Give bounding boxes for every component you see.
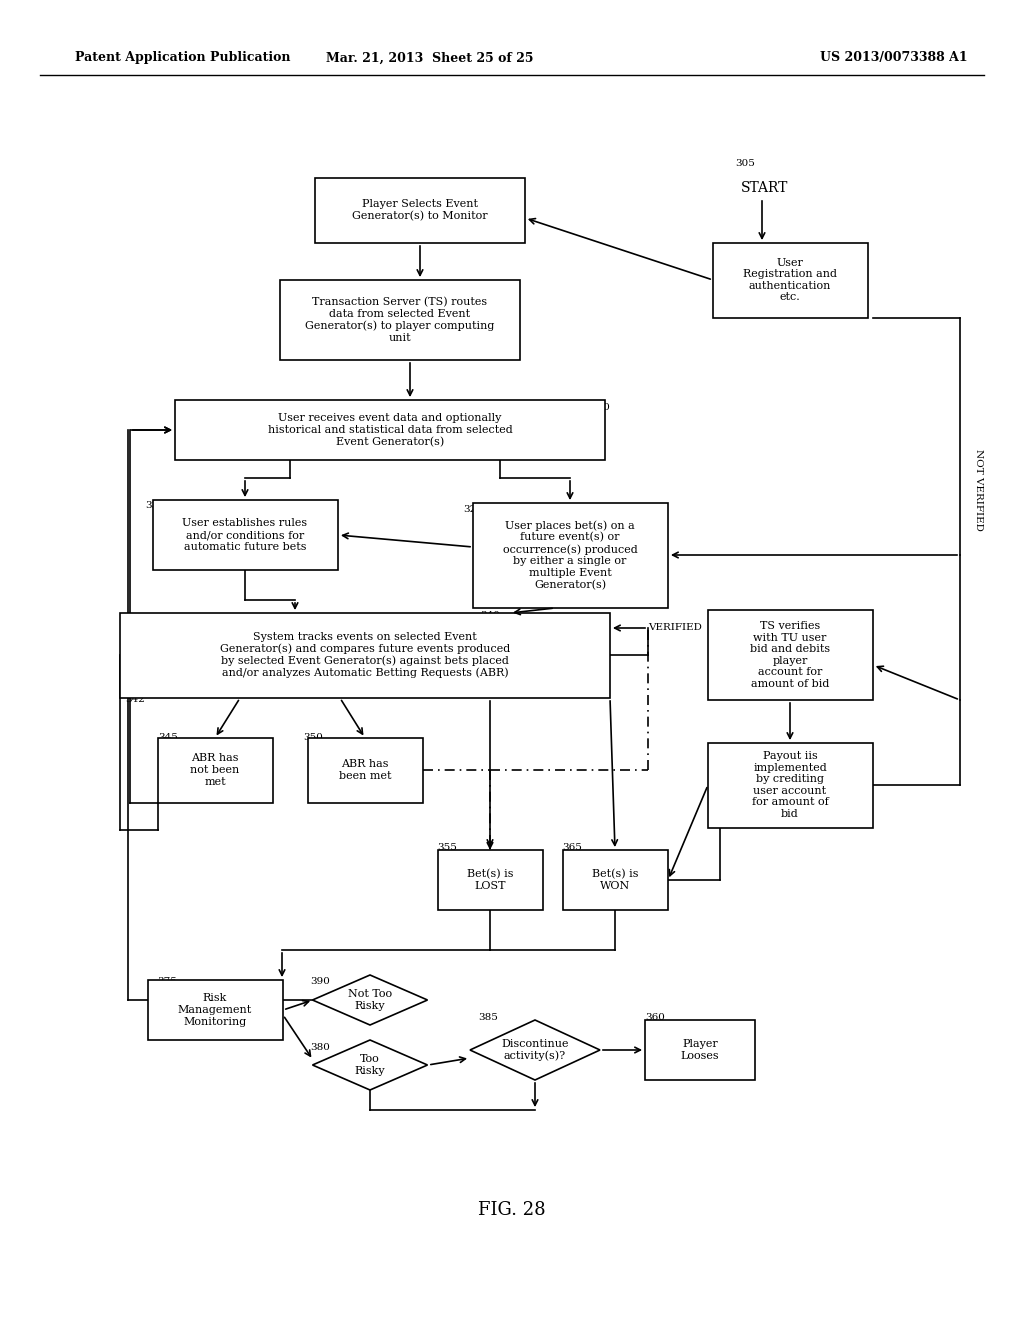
FancyBboxPatch shape: [708, 742, 872, 828]
Text: Mar. 21, 2013  Sheet 25 of 25: Mar. 21, 2013 Sheet 25 of 25: [327, 51, 534, 65]
Text: START: START: [741, 181, 788, 195]
FancyBboxPatch shape: [307, 738, 423, 803]
Text: 330: 330: [145, 500, 165, 510]
Text: ABR has
been met: ABR has been met: [339, 759, 391, 781]
Text: 345: 345: [158, 733, 178, 742]
Text: 320: 320: [590, 404, 610, 412]
Text: 380: 380: [310, 1044, 330, 1052]
Text: FIG. 28: FIG. 28: [478, 1201, 546, 1218]
Text: Patent Application Publication: Patent Application Publication: [75, 51, 291, 65]
Text: User receives event data and optionally
historical and statistical data from sel: User receives event data and optionally …: [267, 413, 512, 446]
Text: Transaction Server (TS) routes
data from selected Event
Generator(s) to player c: Transaction Server (TS) routes data from…: [305, 297, 495, 343]
Text: 325: 325: [463, 506, 483, 515]
FancyBboxPatch shape: [175, 400, 605, 459]
Text: 335: 335: [723, 610, 742, 619]
Polygon shape: [312, 1040, 427, 1090]
FancyBboxPatch shape: [562, 850, 668, 909]
Text: Not Too
Risky: Not Too Risky: [348, 989, 392, 1011]
FancyBboxPatch shape: [153, 500, 338, 570]
Polygon shape: [470, 1020, 600, 1080]
Text: 375: 375: [157, 978, 177, 986]
Text: User
Registration and
authentication
etc.: User Registration and authentication etc…: [743, 257, 837, 302]
Text: 310: 310: [332, 203, 352, 213]
FancyBboxPatch shape: [280, 280, 520, 360]
Text: NOT VERIFIED: NOT VERIFIED: [974, 449, 982, 531]
Text: ABR has
not been
met: ABR has not been met: [190, 754, 240, 787]
FancyBboxPatch shape: [315, 177, 525, 243]
Text: 365: 365: [562, 843, 582, 853]
FancyBboxPatch shape: [158, 738, 272, 803]
Text: VERIFIED: VERIFIED: [648, 623, 701, 632]
Text: Discontinue
activity(s)?: Discontinue activity(s)?: [502, 1039, 568, 1061]
Text: Too
Risky: Too Risky: [354, 1055, 385, 1076]
Polygon shape: [312, 975, 427, 1026]
Text: US 2013/0073388 A1: US 2013/0073388 A1: [820, 51, 968, 65]
Text: 340: 340: [480, 610, 500, 619]
Text: TS verifies
with TU user
bid and debits
player
account for
amount of bid: TS verifies with TU user bid and debits …: [750, 620, 830, 689]
Text: User places bet(s) on a
future event(s) or
occurrence(s) produced
by either a si: User places bet(s) on a future event(s) …: [503, 520, 637, 590]
Text: 350: 350: [303, 733, 323, 742]
FancyBboxPatch shape: [708, 610, 872, 700]
Text: 305: 305: [735, 158, 755, 168]
Text: Payout iis
implemented
by crediting
user account
for amount of
bid: Payout iis implemented by crediting user…: [752, 751, 828, 818]
FancyBboxPatch shape: [120, 612, 610, 697]
Text: 390: 390: [310, 978, 330, 986]
Text: 385: 385: [478, 1014, 498, 1023]
FancyBboxPatch shape: [472, 503, 668, 607]
Text: 315: 315: [305, 312, 325, 321]
Text: User establishes rules
and/or conditions for
automatic future bets: User establishes rules and/or conditions…: [182, 519, 307, 552]
FancyBboxPatch shape: [645, 1020, 755, 1080]
Text: 342: 342: [125, 696, 144, 705]
FancyBboxPatch shape: [147, 979, 283, 1040]
Text: 360: 360: [645, 1014, 665, 1023]
FancyBboxPatch shape: [713, 243, 867, 318]
Text: Player
Looses: Player Looses: [681, 1039, 719, 1061]
Text: Bet(s) is
LOST: Bet(s) is LOST: [467, 869, 513, 891]
Text: System tracks events on selected Event
Generator(s) and compares future events p: System tracks events on selected Event G…: [220, 631, 510, 678]
Text: 355: 355: [437, 843, 457, 853]
Text: Bet(s) is
WON: Bet(s) is WON: [592, 869, 638, 891]
Text: Player Selects Event
Generator(s) to Monitor: Player Selects Event Generator(s) to Mon…: [352, 199, 487, 220]
Text: 370: 370: [723, 743, 742, 752]
FancyBboxPatch shape: [437, 850, 543, 909]
Text: Risk
Management
Monitoring: Risk Management Monitoring: [178, 994, 252, 1027]
